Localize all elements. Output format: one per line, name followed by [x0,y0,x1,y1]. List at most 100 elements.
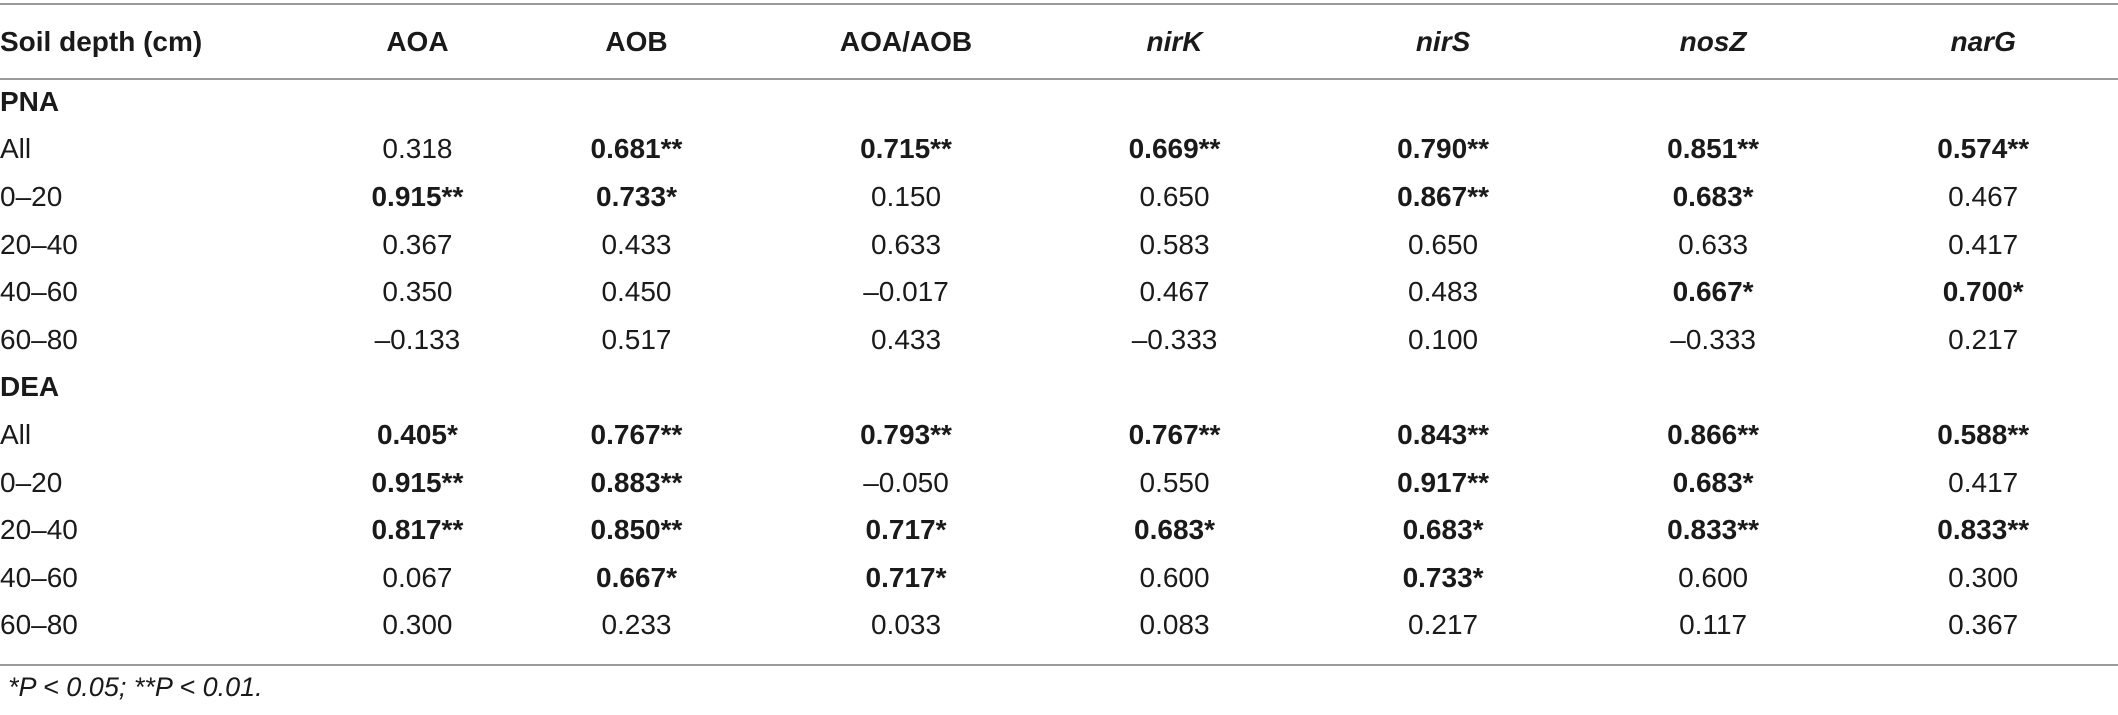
value-cell: 0.083 [1139,609,1210,641]
value-cell: 0.600 [1139,561,1210,593]
header-aoa: AOA [386,25,449,57]
value-cell: 0.717* [865,514,947,546]
table-row: All 0.405* 0.767** 0.793** 0.767** 0.843** 0.8… [0,411,2118,459]
header-row: Soil depth (cm) AOA AOB AOA/AOB nirK nirS nosZ… [0,5,2118,78]
value-cell: –0.333 [1131,323,1218,355]
section-title: DEA [0,371,60,403]
depth-cell: 60–80 [0,609,78,641]
value-cell: 0.683* [1672,180,1754,212]
value-cell: 0.233 [601,609,672,641]
table-row: 40–60 0.350 0.450 –0.017 0.467 0.483 0.667* 0.7… [0,268,2118,316]
value-cell: 0.433 [601,228,672,260]
value-cell: 0.517 [601,323,672,355]
value-cell: 0.715** [860,133,952,165]
value-cell: 0.300 [382,609,453,641]
table-body: PNA All 0.318 0.681** 0.715** 0.669** 0.790** 0… [0,78,2118,649]
value-cell: 0.833** [1667,514,1760,546]
header-narg: narG [1950,25,2016,57]
value-cell: 0.817** [371,514,464,546]
value-cell: 0.790** [1397,133,1489,165]
value-cell: 0.667* [596,561,677,593]
value-cell: 0.883** [590,466,683,498]
value-cell: 0.450 [601,276,672,308]
value-cell: 0.033 [870,609,942,641]
value-cell: 0.550 [1139,466,1210,498]
value-cell: 0.417 [1948,466,2019,498]
table-row: All 0.318 0.681** 0.715** 0.669** 0.790** 0.85… [0,126,2118,174]
value-cell: 0.367 [1948,609,2019,641]
table-row: 20–40 0.367 0.433 0.633 0.583 0.650 0.633 0.417 [0,221,2118,269]
value-cell: 0.700* [1942,276,2024,308]
value-cell: 0.650 [1408,228,1479,260]
value-cell: 0.866** [1667,418,1760,450]
footnote: *P < 0.05; **P < 0.01. [8,672,263,702]
depth-cell: 20–40 [0,228,78,260]
section-row-dea: DEA [0,364,2118,412]
value-cell: 0.583 [1139,228,1210,260]
header-nirs: nirS [1415,25,1471,57]
value-cell: 0.843** [1397,418,1489,450]
value-cell: 0.483 [1408,276,1479,308]
correlation-table: Soil depth (cm) AOA AOB AOA/AOB nirK nirS nosZ… [0,5,2118,649]
section-row-pna: PNA [0,78,2118,126]
header-aob: AOB [605,25,668,57]
value-cell: 0.633 [1678,228,1749,260]
value-cell: 0.917** [1397,466,1489,498]
table-row: 60–80 –0.133 0.517 0.433 –0.333 0.100 –0.333 0.… [0,316,2118,364]
value-cell: –0.133 [374,323,461,355]
value-cell: 0.915** [371,180,464,212]
depth-cell: 0–20 [0,180,63,212]
top-rule [0,3,2118,5]
value-cell: 0.733* [596,180,677,212]
header-rule [0,78,2118,80]
header-soil-depth: Soil depth (cm) [0,25,203,57]
value-cell: 0.300 [1948,561,2019,593]
header-nosz: nosZ [1679,25,1747,57]
value-cell: 0.100 [1408,323,1479,355]
value-cell: 0.683* [1402,514,1484,546]
value-cell: 0.350 [382,276,453,308]
depth-cell: 40–60 [0,276,78,308]
value-cell: 0.318 [382,133,453,165]
bottom-rule [0,664,2118,666]
value-cell: 0.915** [371,466,464,498]
value-cell: 0.867** [1397,180,1489,212]
value-cell: 0.850** [590,514,683,546]
value-cell: 0.433 [870,323,942,355]
table-row: 0–20 0.915** 0.883** –0.050 0.550 0.917** 0.68… [0,459,2118,507]
depth-cell: All [0,418,32,450]
value-cell: –0.333 [1670,323,1756,355]
table-row: 60–80 0.300 0.233 0.033 0.083 0.217 0.117 0.367 [0,602,2118,650]
depth-cell: 20–40 [0,514,78,546]
value-cell: 0.217 [1948,323,2019,355]
value-cell: 0.793** [860,418,952,450]
value-cell: 0.150 [870,180,942,212]
header-nirk: nirK [1146,25,1203,57]
value-cell: 0.217 [1408,609,1479,641]
value-cell: 0.417 [1948,228,2019,260]
table-row: 40–60 0.067 0.667* 0.717* 0.600 0.733* 0.600 0.… [0,554,2118,602]
value-cell: 0.667* [1672,276,1754,308]
value-cell: –0.050 [863,466,949,498]
value-cell: 0.717* [865,561,947,593]
value-cell: 0.600 [1678,561,1749,593]
value-cell: –0.017 [863,276,949,308]
depth-cell: All [0,133,32,165]
value-cell: 0.851** [1667,133,1760,165]
value-cell: 0.669** [1128,133,1221,165]
table-row: 0–20 0.915** 0.733* 0.150 0.650 0.867** 0.683*… [0,173,2118,221]
value-cell: 0.833** [1937,514,2030,546]
value-cell: 0.633 [870,228,942,260]
value-cell: 0.588** [1937,418,2030,450]
value-cell: 0.067 [382,561,453,593]
value-cell: 0.767** [590,418,683,450]
value-cell: 0.767** [1128,418,1221,450]
depth-cell: 60–80 [0,323,78,355]
value-cell: 0.683* [1134,514,1216,546]
section-title: PNA [0,85,60,117]
value-cell: 0.733* [1402,561,1484,593]
value-cell: 0.367 [382,228,453,260]
depth-cell: 0–20 [0,466,63,498]
value-cell: 0.117 [1679,609,1748,641]
